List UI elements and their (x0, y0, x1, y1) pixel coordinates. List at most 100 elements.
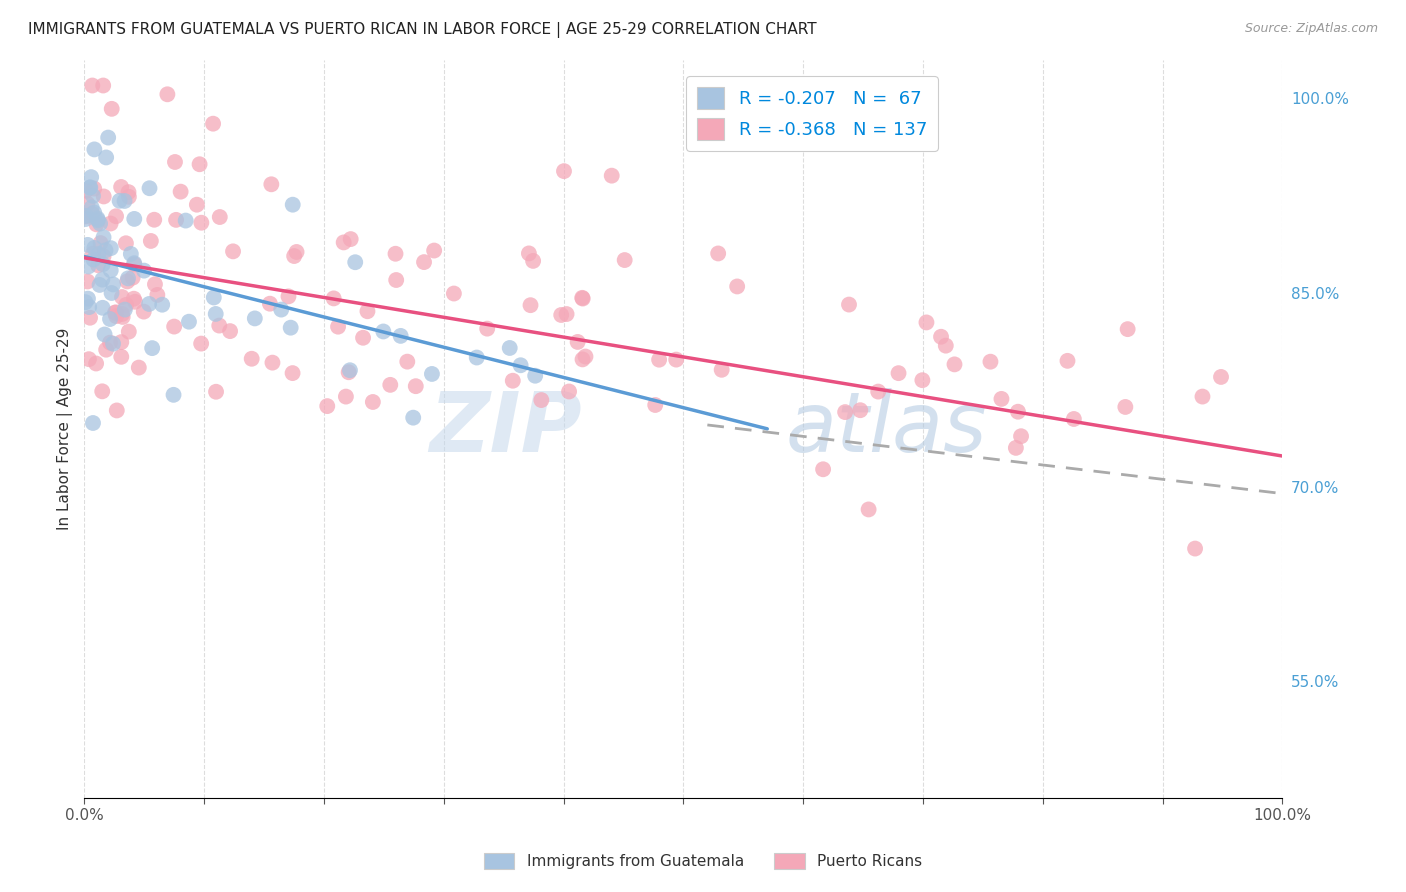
Point (104, 306, 127, 320)
Point (105, 309, 128, 323)
Y-axis label: In Labor Force | Age 25-29: In Labor Force | Age 25-29 (58, 327, 73, 530)
Point (710, 363, 733, 377)
Point (80, 201, 103, 215)
Point (834, 405, 856, 419)
Point (517, 246, 540, 260)
Point (118, 325, 141, 339)
Point (858, 502, 880, 516)
Point (75, 210, 97, 224)
Point (240, 351, 263, 366)
Point (443, 286, 465, 301)
Point (243, 311, 266, 326)
Point (1209, 370, 1232, 384)
Point (177, 315, 200, 329)
Point (82, 207, 104, 221)
Point (87, 247, 110, 261)
Point (384, 246, 406, 260)
Point (644, 398, 666, 412)
Point (280, 320, 302, 334)
Legend: R = -0.207   N =  67, R = -0.368   N = 137: R = -0.207 N = 67, R = -0.368 N = 137 (686, 76, 938, 151)
Point (1056, 354, 1078, 368)
Point (423, 244, 446, 258)
Point (132, 263, 155, 277)
Point (97, 130, 120, 145)
Point (91, 257, 114, 271)
Point (277, 289, 299, 303)
Point (385, 273, 408, 287)
Point (138, 181, 160, 195)
Point (108, 194, 131, 208)
Point (105, 209, 128, 223)
Point (86, 211, 108, 226)
Point (143, 277, 166, 292)
Point (111, 310, 134, 324)
Point (156, 87, 179, 102)
Point (122, 256, 145, 270)
Point (118, 190, 141, 204)
Point (332, 235, 354, 250)
Point (356, 304, 378, 318)
Point (163, 319, 186, 334)
Point (80, 170, 103, 185)
Point (420, 367, 443, 381)
Point (79, 180, 101, 194)
Point (222, 244, 245, 259)
Point (82, 252, 104, 267)
Point (571, 291, 593, 305)
Point (648, 352, 671, 367)
Point (316, 399, 339, 413)
Point (77, 352, 100, 367)
Point (509, 358, 531, 372)
Point (138, 297, 160, 311)
Point (87, 258, 110, 272)
Point (555, 307, 578, 321)
Point (93, 327, 115, 342)
Point (75, 209, 97, 223)
Point (121, 270, 143, 285)
Point (139, 234, 162, 248)
Point (79, 180, 101, 194)
Point (990, 392, 1012, 406)
Point (868, 384, 890, 399)
Point (322, 292, 344, 306)
Point (465, 351, 488, 365)
Point (122, 292, 145, 306)
Point (141, 341, 163, 355)
Point (849, 403, 872, 417)
Point (87, 213, 110, 227)
Point (405, 379, 427, 393)
Point (571, 292, 593, 306)
Point (915, 315, 938, 329)
Point (219, 324, 242, 338)
Point (82, 78, 104, 93)
Point (93, 249, 115, 263)
Point (132, 304, 155, 318)
Point (262, 356, 284, 370)
Point (502, 374, 524, 388)
Point (524, 368, 547, 383)
Point (96, 343, 118, 357)
Point (115, 298, 138, 312)
Point (76, 238, 98, 252)
Point (111, 290, 134, 304)
Point (373, 325, 395, 339)
Point (83, 181, 105, 195)
Point (76, 275, 98, 289)
Point (567, 334, 589, 349)
Point (91, 384, 114, 399)
Point (190, 216, 212, 230)
Point (389, 329, 412, 343)
Point (162, 388, 184, 402)
Text: Source: ZipAtlas.com: Source: ZipAtlas.com (1244, 22, 1378, 36)
Point (83, 205, 105, 219)
Point (93, 189, 115, 203)
Point (935, 339, 957, 353)
Point (76, 196, 98, 211)
Point (339, 232, 361, 246)
Point (522, 253, 544, 268)
Point (111, 307, 134, 321)
Point (84, 357, 107, 371)
Point (553, 164, 575, 178)
Point (101, 336, 124, 351)
Point (100, 102, 122, 116)
